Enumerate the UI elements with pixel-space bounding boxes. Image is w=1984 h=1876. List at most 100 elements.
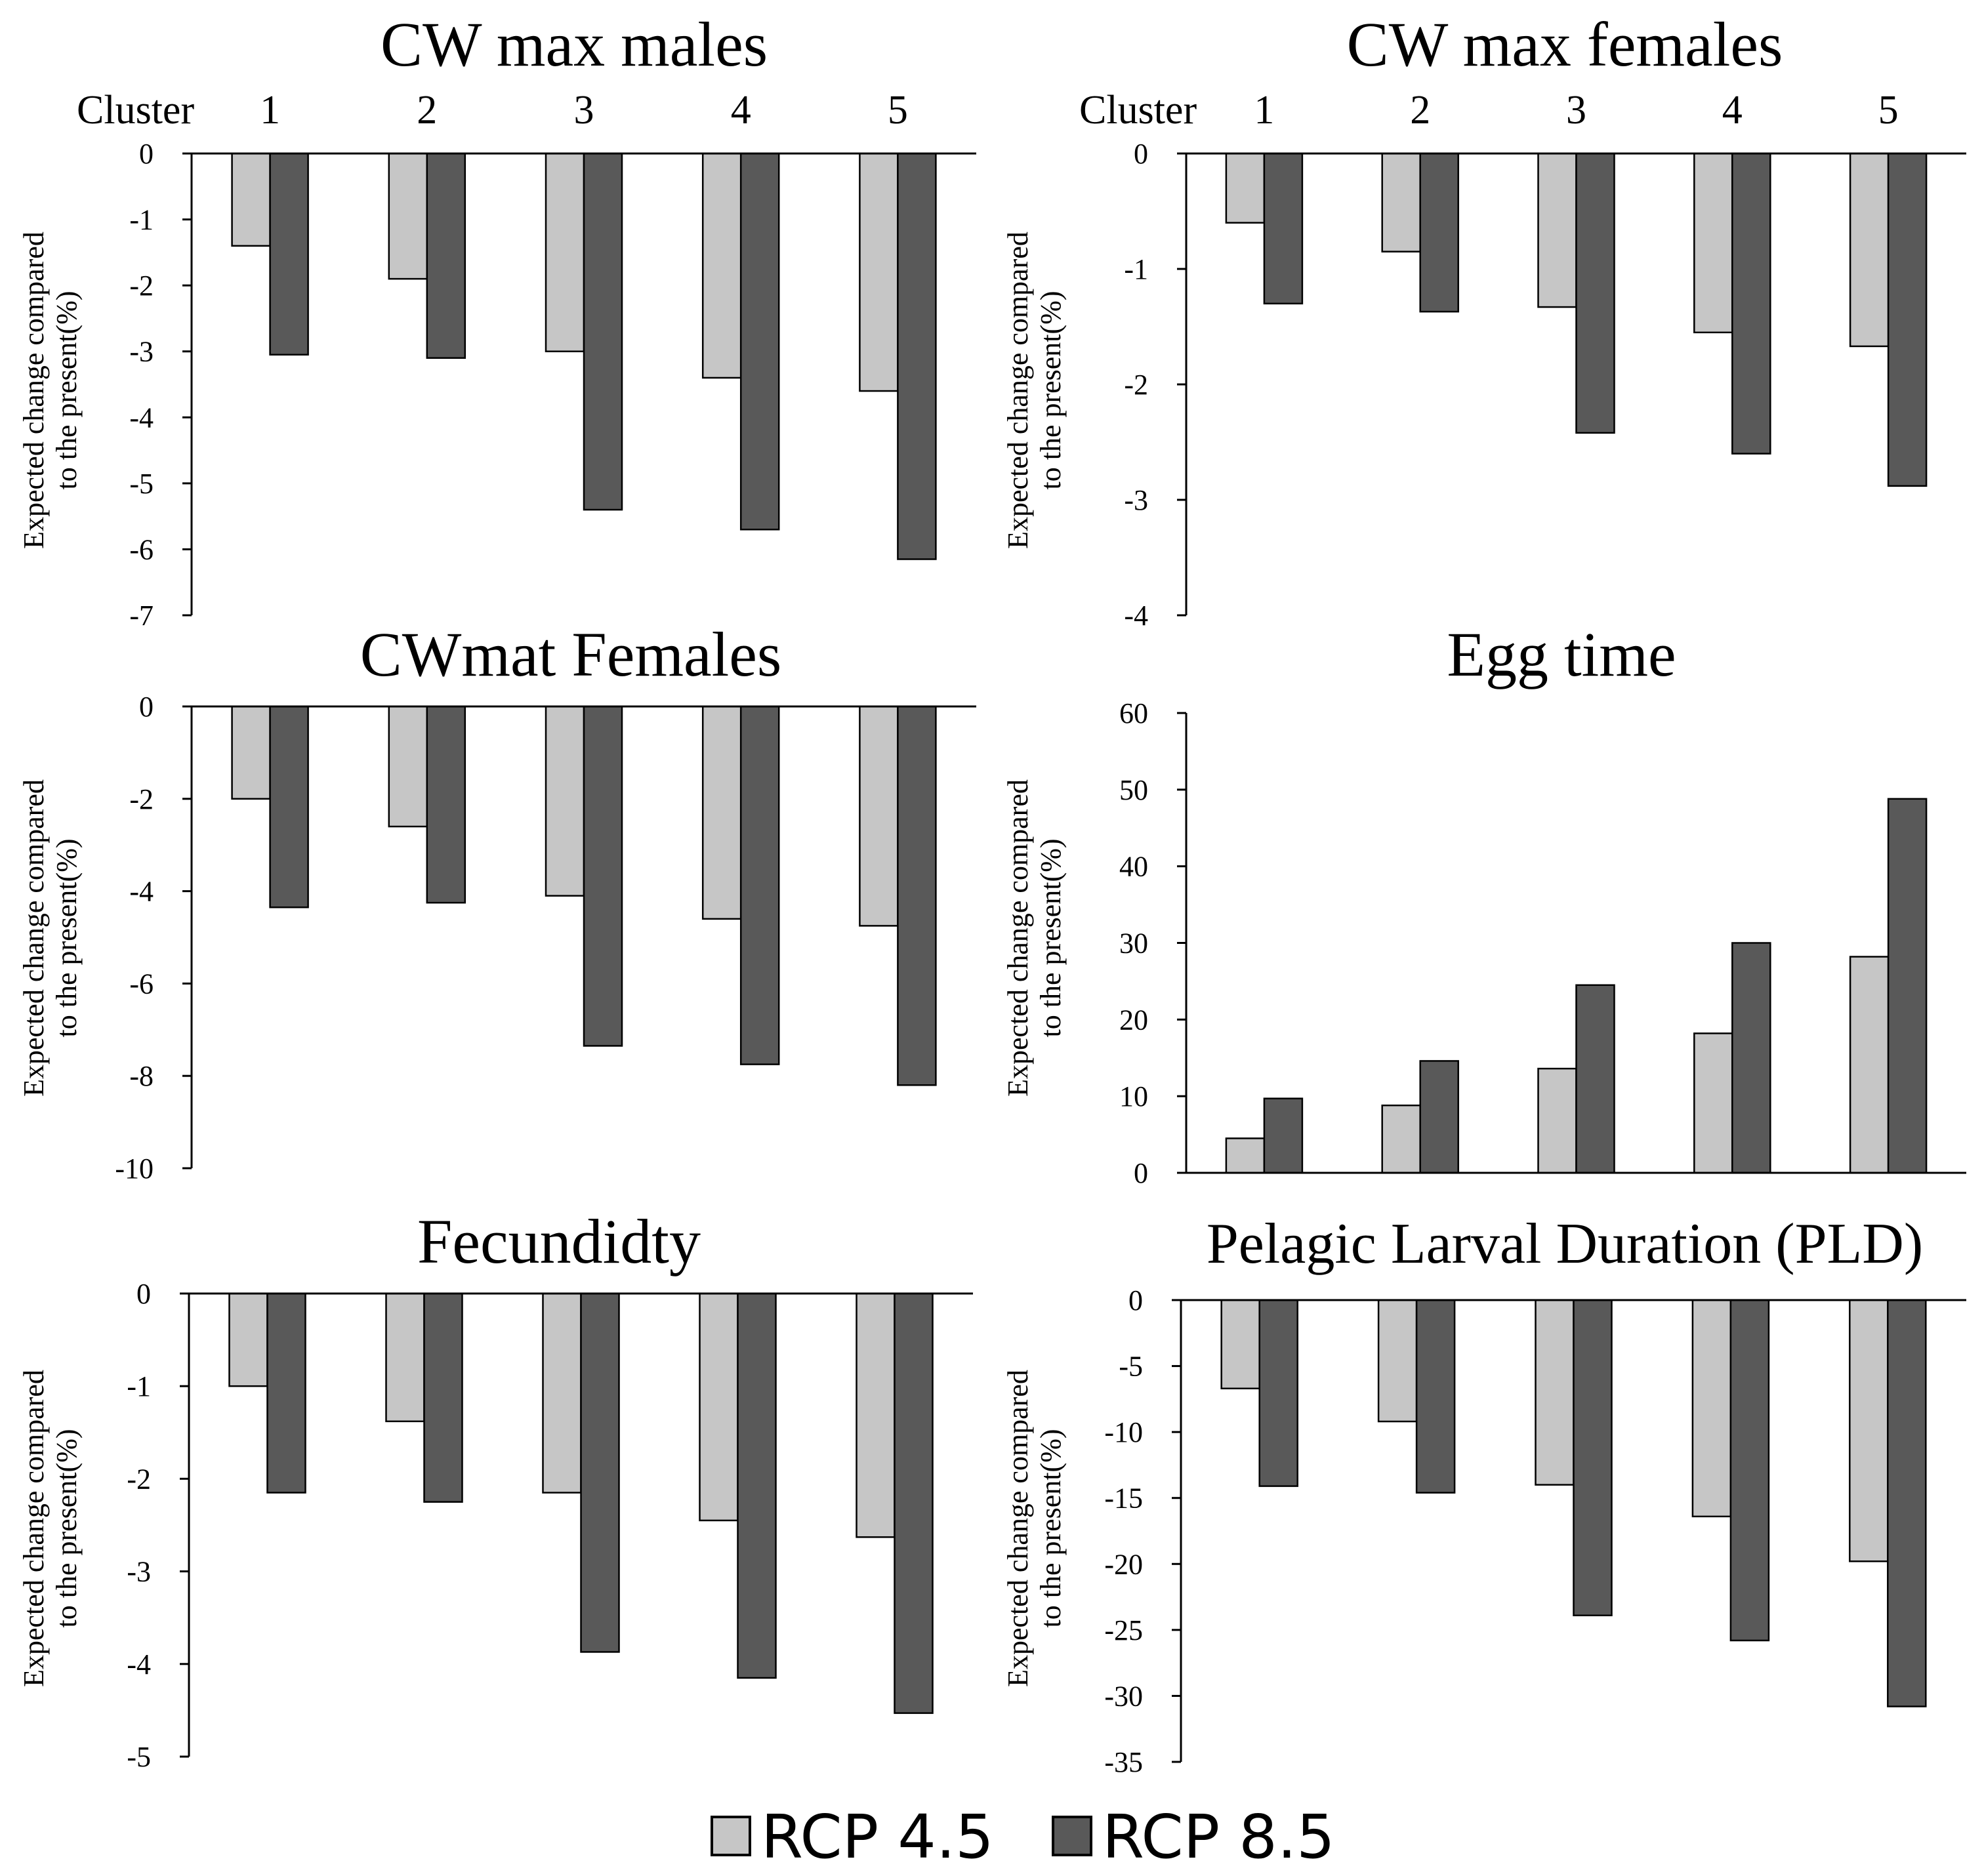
cluster-label: Cluster (77, 88, 194, 133)
y-tick-label: -5 (127, 1741, 151, 1773)
y-axis-label-line2: to the present(%) (1035, 291, 1067, 490)
bar-rcp85-cluster-4 (737, 1292, 777, 1679)
y-tick-label: -4 (129, 401, 154, 434)
bar-rcp85-cluster-5 (1887, 152, 1928, 487)
bar-rcp45-cluster-1 (1225, 1137, 1266, 1174)
bar-rcp45-cluster-2 (1377, 1299, 1418, 1423)
y-tick-label: 0 (139, 691, 154, 723)
bar-rcp45-cluster-5 (1849, 1299, 1889, 1562)
bar-rcp45-cluster-3 (1535, 1299, 1575, 1486)
y-tick-label: 50 (1119, 774, 1148, 806)
panel-cw-max-males: CW max males Cluster Expected change com… (18, 9, 976, 632)
panel-fecundidty: Fecundidty Expected change compared to t… (18, 1206, 973, 1773)
panel-title: Pelagic Larval Duration (PLD) (1207, 1212, 1923, 1276)
y-axis-label-line1: Expected change compared (18, 232, 50, 549)
y-tick-label: -3 (1124, 484, 1148, 516)
legend-label-rcp45: RCP 4.5 (761, 1802, 994, 1872)
bar-rcp45-cluster-1 (1220, 1299, 1260, 1390)
bar-rcp85-cluster-1 (266, 1292, 306, 1494)
panel-title: Egg time (1447, 619, 1676, 689)
bar-rcp45-cluster-4 (699, 1292, 739, 1522)
y-tick-label: -7 (129, 600, 154, 632)
bar-rcp85-cluster-2 (1419, 1060, 1459, 1174)
category-label: 2 (417, 88, 437, 133)
bar-rcp45-cluster-4 (701, 705, 742, 920)
bar-rcp45-cluster-5 (1849, 956, 1890, 1174)
bar-rcp85-cluster-5 (1887, 1299, 1927, 1707)
bar-rcp85-cluster-5 (897, 705, 937, 1086)
y-tick-label: -6 (129, 968, 154, 1000)
bar-rcp45-cluster-3 (542, 1292, 582, 1494)
legend-swatch-rcp85 (1052, 1816, 1092, 1856)
y-tick-label: -15 (1104, 1482, 1143, 1515)
bar-rcp45-cluster-1 (228, 1292, 268, 1387)
y-tick-label: -6 (129, 533, 154, 565)
bar-rcp85-cluster-3 (1573, 1299, 1613, 1616)
bar-rcp45-cluster-2 (385, 1292, 425, 1423)
bar-rcp85-cluster-4 (1731, 152, 1771, 455)
y-tick-label: 60 (1119, 697, 1148, 729)
bar-rcp45-cluster-2 (388, 705, 428, 828)
bar-rcp85-cluster-3 (1575, 984, 1615, 1174)
bar-rcp45-cluster-4 (1693, 152, 1733, 334)
panel-title: CW max males (381, 9, 768, 79)
bar-rcp85-cluster-4 (1729, 1299, 1770, 1642)
bar-rcp45-cluster-2 (1381, 152, 1421, 253)
y-axis-label-line2: to the present(%) (1035, 1429, 1067, 1628)
bar-rcp85-cluster-5 (894, 1292, 934, 1714)
bar-rcp45-cluster-4 (701, 152, 742, 379)
y-axis-label-line1: Expected change compared (1002, 1370, 1034, 1687)
y-tick-label: -1 (1124, 253, 1148, 285)
bar-rcp85-cluster-1 (269, 152, 309, 356)
y-tick-label: 0 (1134, 138, 1148, 170)
y-tick-label: -4 (129, 876, 154, 908)
y-tick-label: -1 (127, 1370, 151, 1402)
legend: RCP 4.5 RCP 8.5 (711, 1802, 1335, 1872)
bar-rcp85-cluster-5 (1887, 798, 1928, 1174)
y-tick-label: -35 (1104, 1746, 1143, 1778)
panel-egg-time: Egg time Expected change compared to the… (1002, 619, 1966, 1189)
y-axis-label-line1: Expected change compared (18, 779, 50, 1097)
y-axis-label-line1: Expected change compared (18, 1370, 50, 1687)
y-tick-label: -3 (129, 336, 154, 368)
y-tick-label: 0 (139, 138, 154, 170)
y-tick-label: -5 (129, 468, 154, 500)
bar-rcp45-cluster-1 (231, 152, 271, 247)
bar-rcp45-cluster-5 (859, 152, 899, 392)
legend-label-rcp85: RCP 8.5 (1102, 1802, 1335, 1872)
y-tick-label: -1 (129, 204, 154, 236)
category-label: 2 (1410, 88, 1430, 133)
bar-rcp85-cluster-3 (580, 1292, 620, 1653)
panel-title: Fecundidty (417, 1206, 701, 1276)
category-label: 5 (1878, 88, 1899, 133)
y-axis-label-line1: Expected change compared (1002, 232, 1034, 549)
y-tick-label: -8 (129, 1060, 154, 1092)
bar-rcp45-cluster-2 (1381, 1104, 1421, 1174)
bar-rcp85-cluster-2 (1419, 152, 1459, 313)
bar-rcp45-cluster-5 (859, 705, 899, 927)
y-tick-label: 0 (1128, 1284, 1143, 1316)
y-tick-label: -20 (1104, 1548, 1143, 1580)
y-tick-label: -4 (127, 1648, 151, 1681)
y-tick-label: 30 (1119, 928, 1148, 960)
category-label: 1 (260, 88, 280, 133)
bar-rcp85-cluster-3 (583, 152, 623, 511)
y-axis-label-line1: Expected change compared (1002, 779, 1034, 1097)
panel-cwmat-females: CWmat Females Expected change compared t… (18, 619, 976, 1185)
cluster-label: Cluster (1079, 88, 1197, 133)
bar-rcp85-cluster-2 (1415, 1299, 1456, 1494)
y-tick-label: 0 (1134, 1157, 1148, 1189)
y-tick-label: -30 (1104, 1680, 1143, 1712)
category-label: 4 (731, 88, 751, 133)
bar-rcp45-cluster-5 (1849, 152, 1890, 348)
y-tick-label: -5 (1119, 1351, 1143, 1383)
y-axis-label-line2: to the present(%) (1035, 839, 1067, 1038)
legend-swatch-rcp45 (711, 1816, 751, 1856)
y-tick-label: -4 (1124, 600, 1148, 632)
bar-rcp85-cluster-1 (269, 705, 309, 908)
y-axis-label-line2: to the present(%) (51, 291, 83, 490)
bar-rcp45-cluster-2 (388, 152, 428, 280)
y-tick-label: 40 (1119, 851, 1148, 883)
panel-title: CWmat Females (360, 619, 782, 689)
bar-rcp85-cluster-2 (426, 705, 466, 904)
